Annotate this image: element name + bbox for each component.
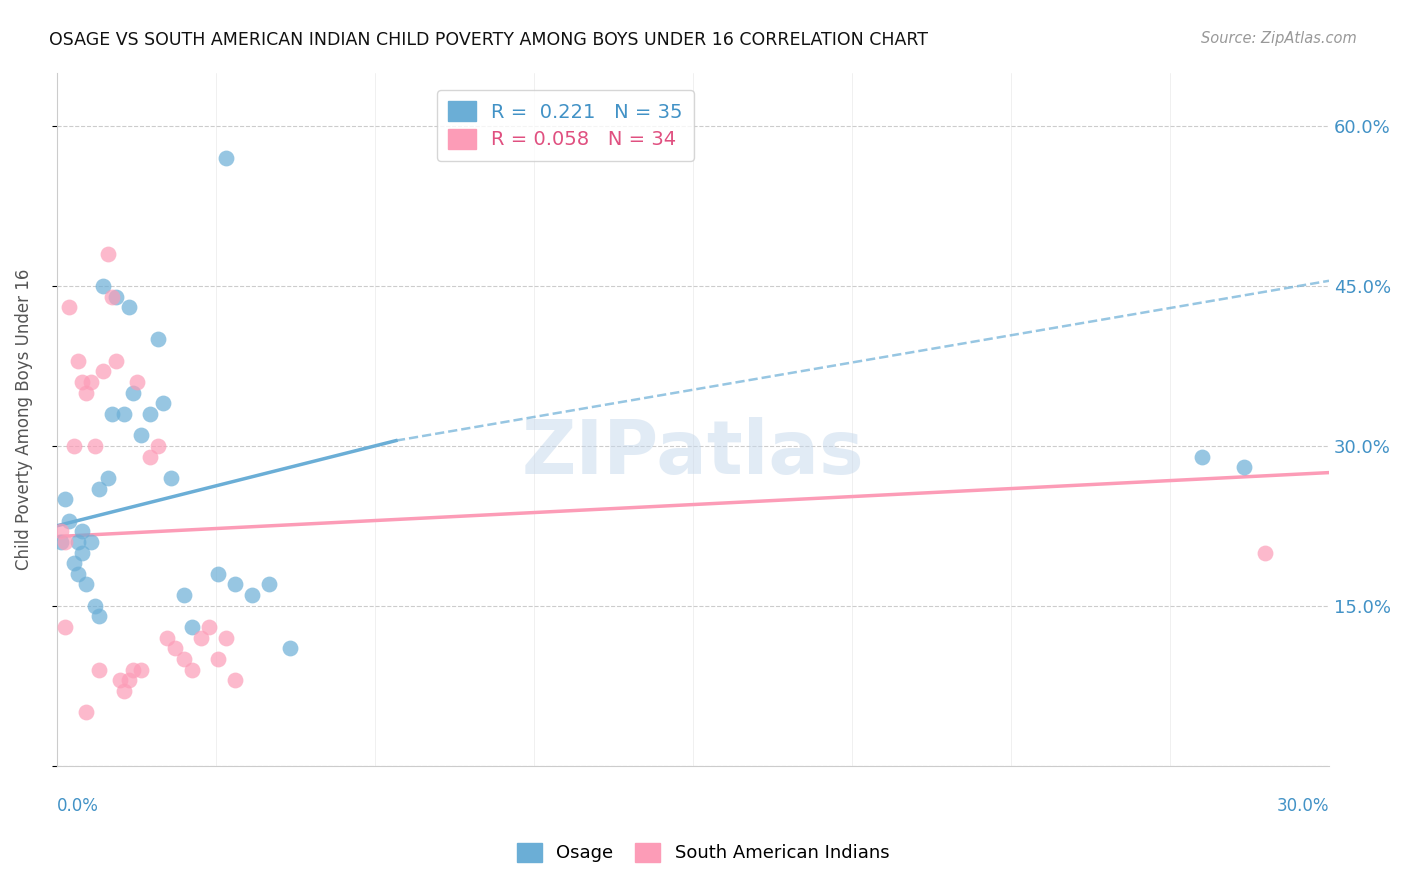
Point xyxy=(53,492,76,507)
Text: ZIPatlas: ZIPatlas xyxy=(522,417,865,491)
Point xyxy=(70,545,93,559)
Point xyxy=(215,631,238,645)
Point xyxy=(181,620,204,634)
Text: OSAGE VS SOUTH AMERICAN INDIAN CHILD POVERTY AMONG BOYS UNDER 16 CORRELATION CHA: OSAGE VS SOUTH AMERICAN INDIAN CHILD POV… xyxy=(49,31,928,49)
Point xyxy=(66,353,89,368)
Point xyxy=(66,534,89,549)
Point xyxy=(100,407,122,421)
Point xyxy=(91,364,114,378)
Y-axis label: Child Poverty Among Boys Under 16: Child Poverty Among Boys Under 16 xyxy=(15,268,32,570)
Point xyxy=(58,301,80,315)
Text: Source: ZipAtlas.com: Source: ZipAtlas.com xyxy=(1201,31,1357,46)
Point xyxy=(131,428,153,442)
Point xyxy=(75,706,97,720)
Point xyxy=(75,577,97,591)
Point xyxy=(53,620,76,634)
Point xyxy=(58,514,80,528)
Point xyxy=(1191,450,1213,464)
Point xyxy=(207,566,229,581)
Point xyxy=(79,375,101,389)
Point xyxy=(83,439,105,453)
Point xyxy=(91,279,114,293)
Point xyxy=(257,577,280,591)
Point xyxy=(96,471,118,485)
Point xyxy=(122,385,145,400)
Point xyxy=(96,247,118,261)
Point xyxy=(114,407,136,421)
Point xyxy=(70,524,93,539)
Point xyxy=(87,482,110,496)
Point xyxy=(87,609,110,624)
Point xyxy=(70,375,93,389)
Point xyxy=(49,524,72,539)
Point xyxy=(122,663,145,677)
Point xyxy=(127,375,149,389)
Point xyxy=(207,652,229,666)
Point xyxy=(131,663,153,677)
Point xyxy=(62,439,84,453)
Point xyxy=(190,631,212,645)
Text: 0.0%: 0.0% xyxy=(56,797,98,814)
Point xyxy=(224,577,246,591)
Point xyxy=(165,641,187,656)
Point xyxy=(62,556,84,570)
Point xyxy=(79,534,101,549)
Point xyxy=(148,332,170,346)
Point xyxy=(148,439,170,453)
Point xyxy=(198,620,221,634)
Point xyxy=(173,652,195,666)
Point xyxy=(110,673,132,688)
Point xyxy=(49,534,72,549)
Point xyxy=(156,631,179,645)
Point xyxy=(160,471,183,485)
Point xyxy=(104,353,127,368)
Point xyxy=(87,663,110,677)
Point xyxy=(152,396,174,410)
Point xyxy=(118,673,141,688)
Point xyxy=(139,450,162,464)
Point xyxy=(53,534,76,549)
Point xyxy=(278,641,301,656)
Point xyxy=(75,385,97,400)
Legend: Osage, South American Indians: Osage, South American Indians xyxy=(509,836,897,870)
Point xyxy=(240,588,263,602)
Point xyxy=(173,588,195,602)
Point xyxy=(139,407,162,421)
Point xyxy=(66,566,89,581)
Point xyxy=(100,290,122,304)
Point xyxy=(1254,545,1277,559)
Point xyxy=(118,301,141,315)
Point xyxy=(181,663,204,677)
Point xyxy=(104,290,127,304)
Point xyxy=(1233,460,1256,475)
Point xyxy=(83,599,105,613)
Point xyxy=(215,151,238,165)
Point xyxy=(114,684,136,698)
Text: 30.0%: 30.0% xyxy=(1277,797,1329,814)
Legend: R =  0.221   N = 35, R = 0.058   N = 34: R = 0.221 N = 35, R = 0.058 N = 34 xyxy=(437,89,695,161)
Point xyxy=(224,673,246,688)
